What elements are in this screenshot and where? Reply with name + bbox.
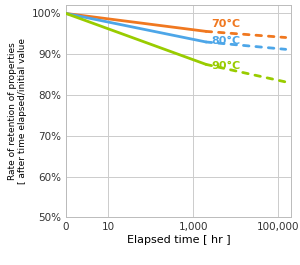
Text: 90°C: 90°C (211, 61, 240, 71)
Text: 80°C: 80°C (211, 36, 240, 46)
Text: 70°C: 70°C (211, 19, 240, 29)
X-axis label: Elapsed time [ hr ]: Elapsed time [ hr ] (127, 235, 230, 245)
Y-axis label: Rate of retention of properties
[ after time elapsed/initial value: Rate of retention of properties [ after … (8, 38, 28, 184)
